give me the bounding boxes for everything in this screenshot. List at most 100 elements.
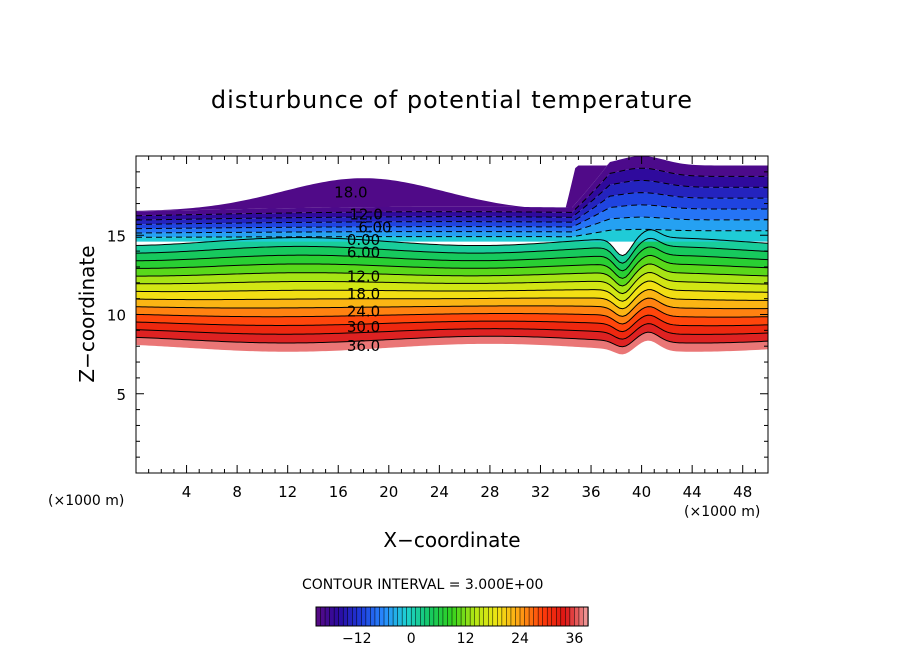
colorbar-cell: [469, 606, 476, 627]
colorbar-cell: [320, 606, 326, 627]
axis-ticks: [136, 156, 768, 473]
colorbar-cell: [365, 606, 372, 627]
colorbar-cell: [556, 606, 562, 627]
colorbar-cell: [456, 606, 462, 627]
contour-band: [136, 332, 768, 355]
colorbar-cell: [406, 606, 412, 627]
colorbar-cell: [347, 606, 353, 627]
contour-line: [136, 179, 768, 221]
colorbar-cell: [352, 606, 358, 627]
colorbar-cell: [465, 606, 471, 627]
colorbar-cell: [324, 606, 331, 627]
colorbar-cell: [515, 606, 521, 627]
contour-line: [136, 272, 768, 295]
x-tick-label: 24: [430, 483, 449, 501]
contour-band: [136, 229, 768, 242]
colorbar-cell: [442, 606, 449, 627]
contour-label: 18.0: [347, 285, 380, 303]
x-tick-label: 8: [232, 483, 242, 501]
colorbar-cell: [551, 606, 557, 627]
contour-line: [136, 331, 768, 348]
contour-band: [136, 156, 768, 212]
x-unit-left: (×1000 m): [48, 493, 124, 509]
contour-band: [136, 180, 768, 225]
x-tick-label: 36: [581, 483, 600, 501]
contour-band: [136, 315, 768, 340]
contour-interval-label: CONTOUR INTERVAL = 3.000E+00: [302, 577, 544, 593]
colorbar-cell: [374, 606, 381, 627]
x-tick-label: 48: [733, 483, 752, 501]
colorbar-cell: [370, 606, 376, 627]
contour-line: [136, 204, 768, 230]
contour-band: [136, 289, 768, 317]
colorbar-cell: [578, 606, 585, 627]
colorbar-cell: [424, 606, 430, 627]
colorbar-cell: [519, 606, 526, 627]
colorbar-cell: [415, 606, 421, 627]
colorbar-cell: [342, 606, 349, 627]
contour-line: [136, 254, 768, 279]
x-tick-labels: 4 8 12 16 20 24 28 32 36 40 44 48: [182, 483, 752, 501]
colorbar-tick-label: 12: [457, 631, 475, 647]
x-tick-label: 12: [278, 483, 297, 501]
colorbar-cell: [537, 606, 544, 627]
y-tick-label: 10: [107, 307, 126, 325]
colorbar-cell: [397, 606, 403, 627]
x-tick-label: 16: [329, 483, 348, 501]
colorbar-cell: [524, 606, 530, 627]
contour-band: [136, 246, 768, 279]
colorbar-cell: [401, 606, 408, 627]
colorbar-cell: [383, 606, 390, 627]
colorbar-cell: [528, 606, 535, 627]
contour-line: [136, 216, 768, 234]
y-axis-label: Z−coordinate: [75, 245, 99, 382]
x-tick-label: 40: [632, 483, 651, 501]
y-tick-label: 5: [116, 386, 126, 404]
contour-line: [136, 229, 768, 257]
contour-label: 18.0: [334, 183, 367, 201]
colorbar-cell: [447, 606, 453, 627]
contour-band: [136, 204, 768, 233]
colorbar-cell: [333, 606, 340, 627]
contour-label: 24.0: [347, 302, 380, 320]
colorbar-cell: [474, 606, 480, 627]
contour-band: [136, 168, 768, 221]
colorbar-tick-labels: −12 0 12 24 36: [342, 631, 583, 647]
x-tick-label: 20: [379, 483, 398, 501]
colorbar-cell: [478, 606, 485, 627]
colorbar-tick-label: 0: [407, 631, 416, 647]
contour-line: [136, 263, 768, 287]
colorbar-cell: [506, 606, 512, 627]
contour-line: [136, 306, 768, 325]
colorbar-cell: [361, 606, 367, 627]
contour-line-layer: [136, 167, 768, 348]
contour-band: [136, 156, 768, 216]
colorbar-cell: [542, 606, 548, 627]
colorbar-cell: [565, 606, 571, 627]
contour-line: [136, 192, 768, 225]
contour-label: 0.00: [347, 231, 380, 249]
contour-band: [136, 255, 768, 286]
chart-title: disturbunce of potential temperature: [210, 86, 694, 114]
contour-label: 36.0: [347, 337, 380, 355]
colorbar-cell: [510, 606, 517, 627]
contour-line: [136, 314, 768, 333]
contour-label: 12.0: [347, 267, 380, 285]
contour-band: [136, 272, 768, 302]
colorbar-cell: [315, 606, 322, 627]
x-tick-label: 28: [480, 483, 499, 501]
x-axis-label: X−coordinate: [383, 528, 520, 552]
colorbar-cell: [483, 606, 489, 627]
colorbar-tick-label: 36: [565, 631, 583, 647]
contour-line: [136, 289, 768, 310]
colorbar-cell: [329, 606, 335, 627]
colorbar-frame: [315, 606, 589, 627]
contour-band: [136, 281, 768, 309]
x-tick-label: 44: [683, 483, 702, 501]
contour-line: [136, 280, 768, 302]
contour-line: [136, 167, 768, 217]
colorbar-cell: [492, 606, 498, 627]
colorbar-cell: [410, 606, 417, 627]
contour-line: [136, 297, 768, 317]
